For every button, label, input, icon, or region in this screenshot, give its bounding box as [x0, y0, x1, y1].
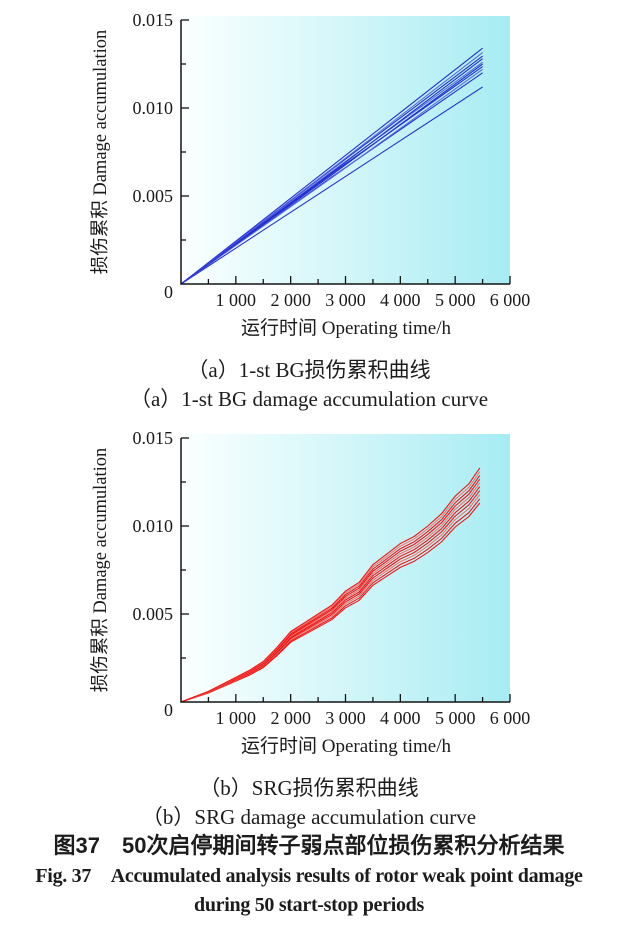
series-line-curve-09 [180, 52, 483, 285]
y-tick-label: 0.015 [133, 428, 174, 448]
damage-chart-1st-bg: 1 000 2 000 3 000 4 000 5 000 6 000 0.005 0.010… [90, 10, 531, 339]
y-tick-label: 0.010 [133, 516, 174, 536]
origin-tick-label: 0 [164, 282, 173, 302]
y-tick-label: 0.010 [133, 98, 174, 118]
x-tick-label: 4 000 [380, 290, 421, 310]
series-line-curve-03 [180, 68, 483, 285]
plot-background [181, 434, 510, 702]
plot-background [181, 16, 510, 284]
y-axis-label-b: 损伤累积 Damage accumulation [90, 448, 111, 693]
x-tick-label: 6 000 [490, 708, 531, 728]
y-tick-label: 0.005 [133, 604, 174, 624]
figure-caption-cn: 图37 50次启停期间转子弱点部位损伤累积分析结果 [53, 833, 565, 858]
x-tick-label: 2 000 [270, 708, 311, 728]
x-tick-label: 3 000 [325, 290, 366, 310]
x-tick-label: 1 000 [216, 290, 257, 310]
series-group [180, 467, 481, 703]
axis-ticks [181, 437, 511, 702]
x-tick-label: 5 000 [435, 708, 476, 728]
series-line-curve-07 [180, 58, 483, 285]
x-tick-label: 1 000 [216, 708, 257, 728]
damage-chart-srg: 1 000 2 000 3 000 4 000 5 000 6 000 0.005 0.010… [90, 428, 531, 757]
series-line-curve-10 [180, 467, 481, 703]
figure-caption-en-line2: during 50 start-stop periods [194, 894, 424, 916]
x-tick-label: 4 000 [380, 708, 421, 728]
x-tick-label: 5 000 [435, 290, 476, 310]
y-tick-label: 0.015 [133, 10, 174, 30]
series-line-curve-01 [180, 86, 483, 285]
tick-labels: 1 000 2 000 3 000 4 000 5 000 6 000 0.005 0.010… [133, 428, 531, 728]
x-axis-label-b: 运行时间 Operating time/h [241, 735, 452, 757]
axis-ticks [181, 19, 511, 284]
figure-caption-en-line1: Fig. 37 Accumulated analysis results of … [35, 865, 583, 887]
series-line-curve-10 [180, 47, 483, 285]
x-tick-label: 6 000 [490, 290, 531, 310]
panel-b-caption-en: （b）SRG damage accumulation curve [141, 805, 477, 829]
x-tick-label: 3 000 [325, 708, 366, 728]
panel-a-caption-en: （a）1-st BG damage accumulation curve [129, 387, 489, 411]
series-group [180, 47, 483, 285]
series-line-curve-05 [180, 63, 483, 285]
tick-labels: 1 000 2 000 3 000 4 000 5 000 6 000 0.005 0.010… [133, 10, 531, 310]
plot-area-chart-b: 1 000 2 000 3 000 4 000 5 000 6 000 0.005 0.010… [133, 428, 531, 728]
panel-b-caption-cn: （b）SRG损伤累积曲线 [199, 776, 419, 800]
plot-area-chart-a: 1 000 2 000 3 000 4 000 5 000 6 000 0.005 0.010… [133, 10, 531, 310]
panel-a-caption-cn: （a）1-st BG损伤累积曲线 [187, 358, 431, 382]
x-axis-label-a: 运行时间 Operating time/h [241, 317, 452, 339]
origin-tick-label: 0 [164, 700, 173, 720]
y-axis-label-a: 损伤累积 Damage accumulation [90, 30, 111, 275]
x-tick-label: 2 000 [270, 290, 311, 310]
y-tick-label: 0.005 [133, 186, 174, 206]
